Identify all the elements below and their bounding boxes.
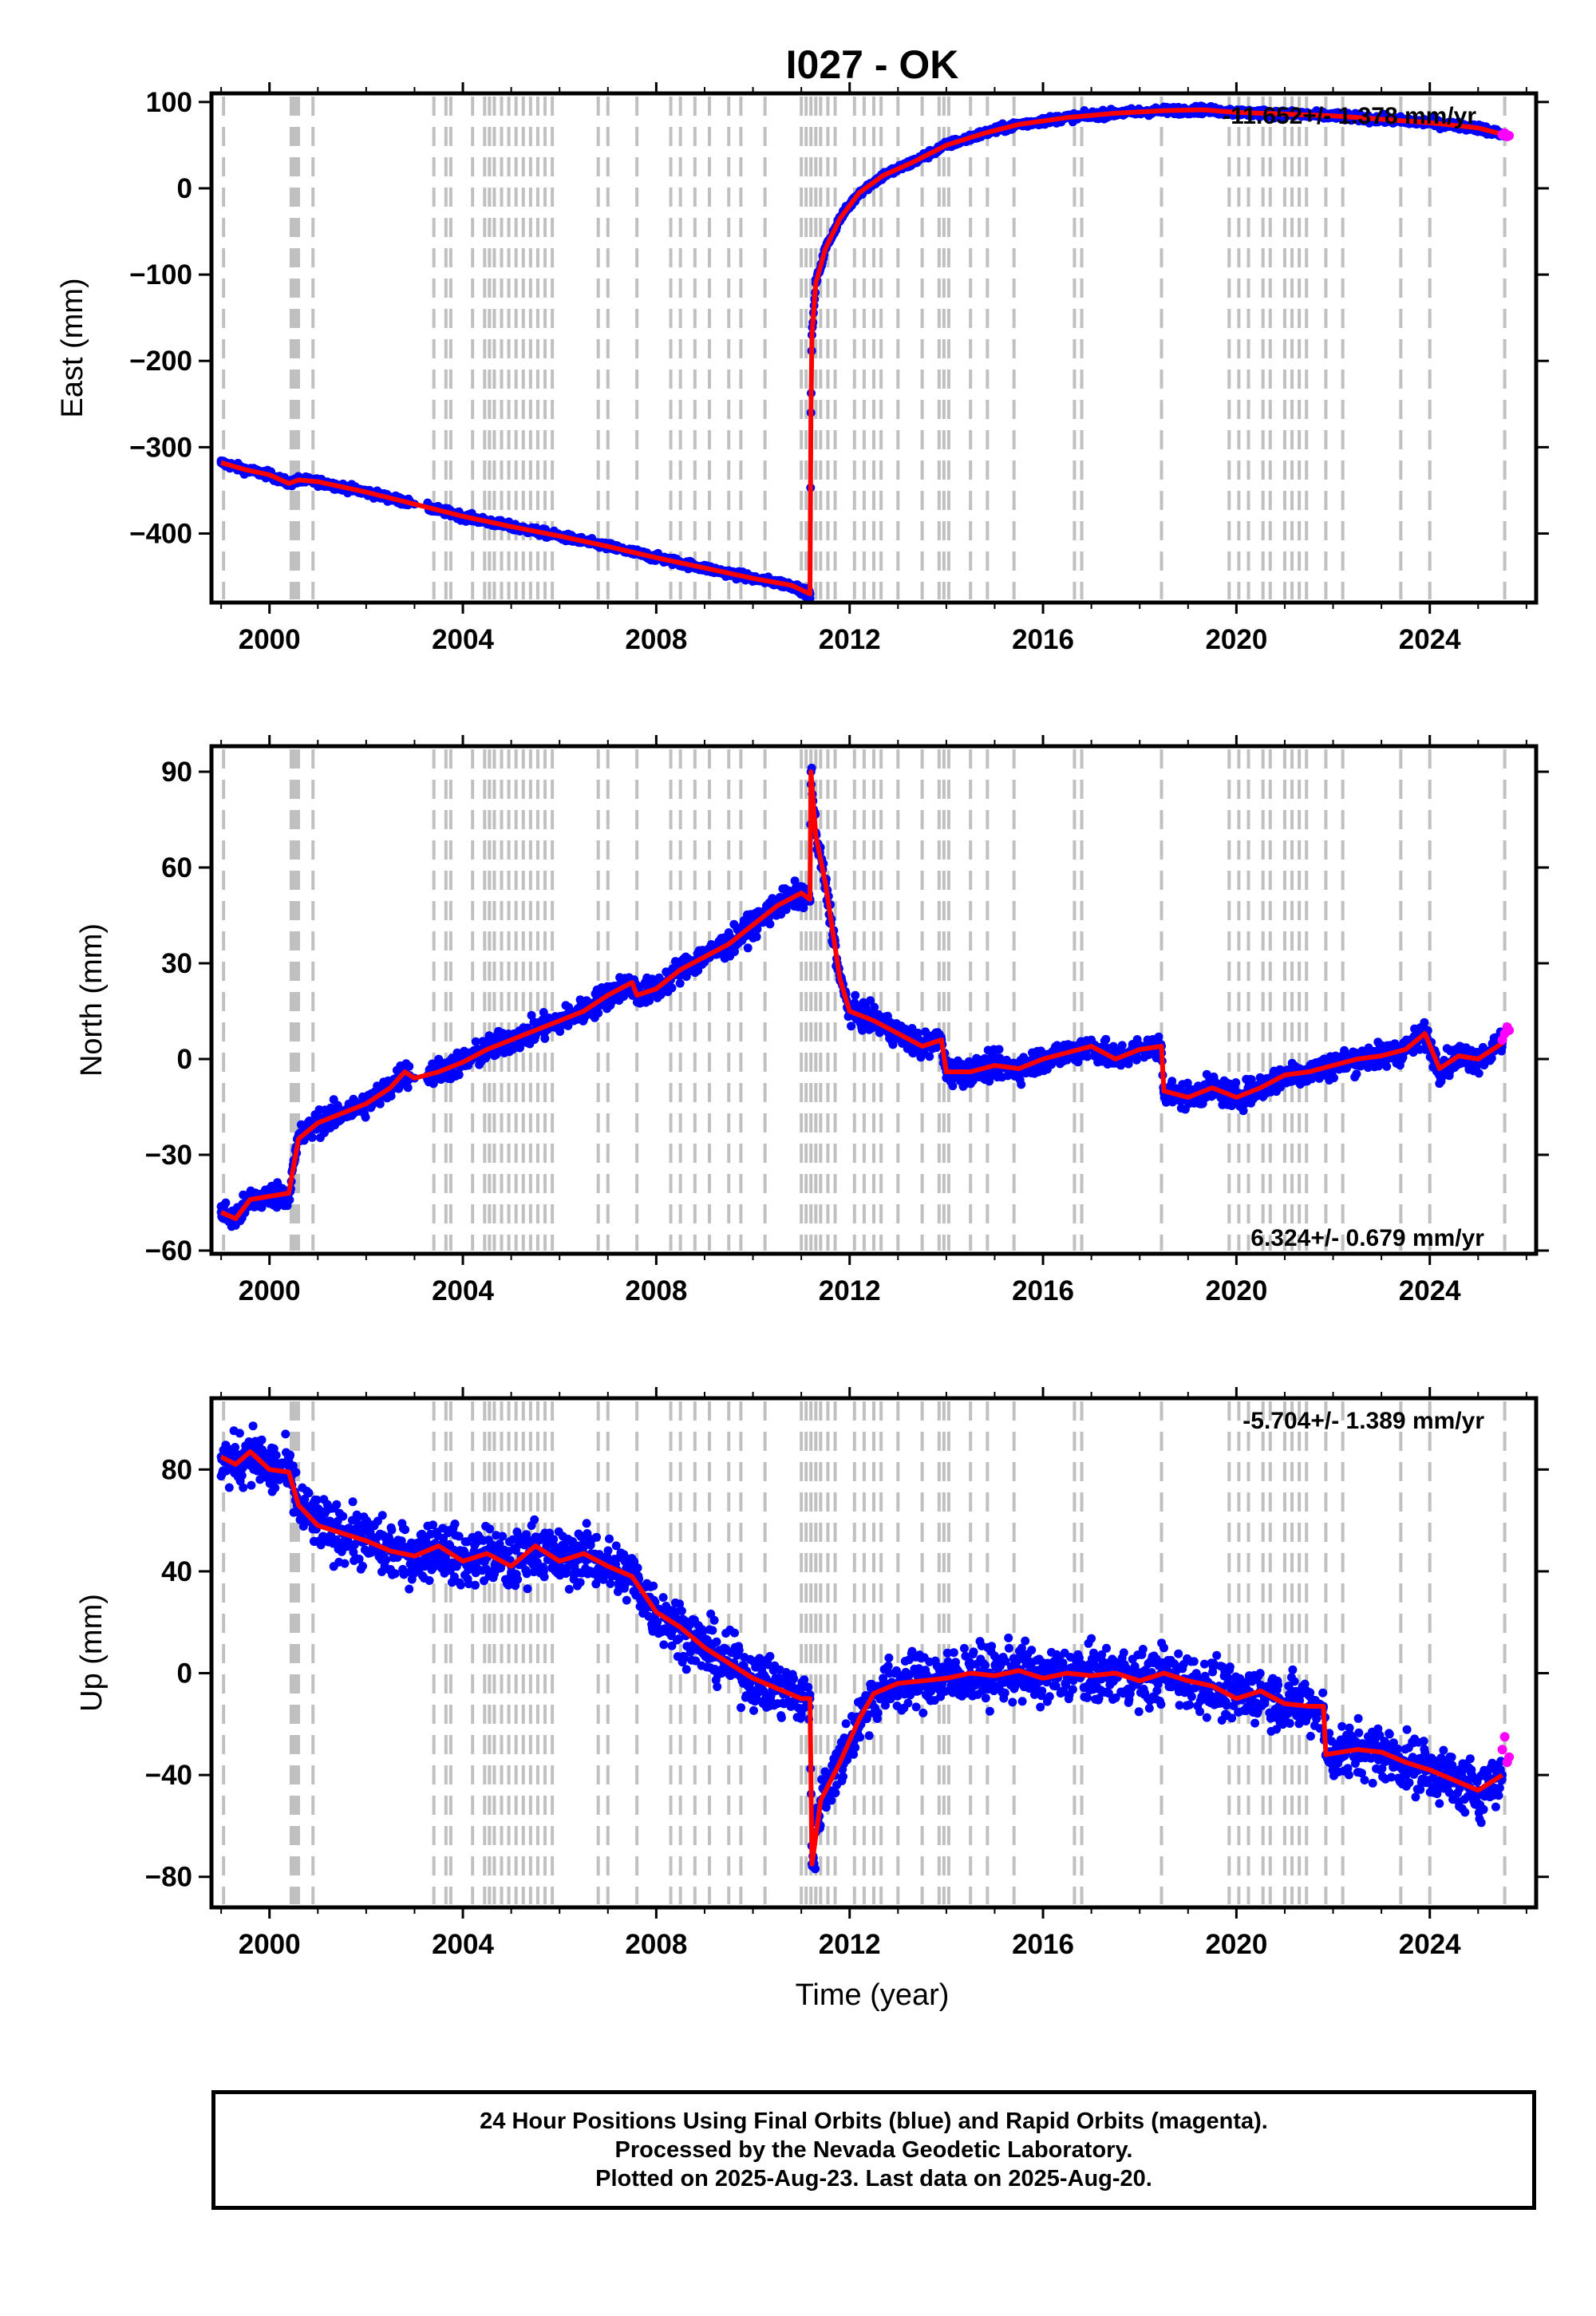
data-point (851, 990, 860, 1000)
event-lines (222, 97, 1507, 599)
data-point (925, 1052, 934, 1061)
x-tick-label: 2012 (819, 624, 881, 655)
data-point (257, 1435, 267, 1445)
data-point (847, 1022, 856, 1031)
rate-label-east: -11.652+/- 1.378 mm/yr (1223, 103, 1476, 129)
panel-east: 2000 2004 2008 2012 2016 2020 2024 100 0 −100 −200… (56, 82, 1549, 655)
data-point (231, 1443, 240, 1452)
x-tick-label: 2016 (1012, 624, 1074, 655)
model-line (219, 769, 1504, 1221)
data-point (540, 1034, 550, 1043)
data-point (307, 1132, 317, 1142)
data-point (1132, 1055, 1141, 1065)
final-orbits-points (216, 763, 1507, 1231)
data-point (247, 1480, 256, 1490)
final-orbits-points (216, 1421, 1507, 1874)
panel-north: 2000 2004 2008 2012 2016 2020 2024 90 60 30 0 −30 −6… (75, 735, 1549, 1306)
data-point (1231, 1078, 1241, 1087)
x-tick-label: 2024 (1399, 1275, 1461, 1306)
data-point (913, 1028, 922, 1037)
x-tick-label: 2004 (432, 1275, 494, 1306)
x-tick-label: 2008 (625, 1275, 687, 1306)
panel-up: 2000 2004 2008 2012 2016 2020 202480400−40−80 … (75, 1387, 1549, 1960)
ticks: 2000 2004 2008 2012 2016 2020 2024 100 0 −100 −200… (129, 82, 1549, 655)
y-tick-label: −400 (129, 518, 192, 549)
y-tick-label: 0 (177, 173, 192, 204)
data-point (1101, 1034, 1111, 1044)
x-tick-label: 2016 (1012, 1275, 1074, 1306)
data-point (1352, 1069, 1361, 1079)
data-point (235, 1429, 244, 1438)
data-point (286, 1450, 295, 1460)
y-tick-label: 100 (146, 87, 192, 118)
data-point (765, 919, 775, 929)
data-point (594, 1008, 603, 1018)
data-point (239, 1483, 248, 1492)
x-tick-label: 2000 (239, 1275, 301, 1306)
data-point (361, 1113, 370, 1122)
data-point (948, 1081, 958, 1091)
data-point (994, 1045, 1004, 1054)
rate-label-north: 6.324+/- 0.679 mm/yr (1250, 1225, 1484, 1251)
data-point (667, 983, 677, 993)
x-tick-label: 2004 (432, 624, 494, 655)
data-point (752, 932, 761, 942)
y-tick-label: 90 (161, 757, 192, 788)
y-tick-label: 60 (161, 852, 192, 883)
y-tick-label: 30 (161, 948, 192, 979)
data-point (675, 978, 685, 988)
y-axis-label-north: North (mm) (75, 923, 109, 1077)
data-point (224, 1483, 234, 1492)
data-point (1117, 1041, 1127, 1050)
data-point (271, 1451, 281, 1460)
data-point (281, 1429, 290, 1439)
series-layer (216, 101, 1515, 603)
event-lines (222, 1401, 1507, 1904)
y-tick-label: −300 (129, 432, 192, 463)
x-tick-label: 2008 (625, 624, 687, 655)
y-tick-label: −100 (129, 259, 192, 290)
data-point (454, 1070, 464, 1080)
y-tick-label: 0 (177, 1044, 192, 1075)
x-tick-label: 2020 (1205, 624, 1267, 655)
data-point (386, 1091, 396, 1101)
data-point (743, 943, 753, 953)
data-point (271, 1483, 280, 1492)
y-tick-label: −60 (145, 1235, 192, 1267)
data-point (1154, 1032, 1163, 1041)
chart-title: I027 - OK (786, 42, 959, 87)
x-tick-label: 2012 (819, 1275, 881, 1306)
rapid-orbit-point (1504, 1026, 1515, 1035)
x-tick-label: 2020 (1205, 1275, 1267, 1306)
x-tick-label: 2024 (1399, 624, 1461, 655)
rapid-orbit-point (1504, 130, 1515, 140)
data-point (1474, 1069, 1483, 1078)
y-tick-label: −200 (129, 346, 192, 377)
ticks: 2000 2004 2008 2012 2016 2020 2024 90 60 30 0 −30 −6… (145, 735, 1549, 1306)
data-point (1329, 1073, 1338, 1083)
data-point (403, 1083, 413, 1093)
data-point (1382, 1061, 1392, 1071)
data-point (248, 1421, 258, 1431)
y-axis-label-east: East (mm) (56, 278, 89, 417)
x-tick-label: 2000 (239, 624, 301, 655)
y-tick-label: −30 (145, 1140, 192, 1171)
data-point (221, 1198, 231, 1207)
data-point (1017, 1080, 1026, 1089)
